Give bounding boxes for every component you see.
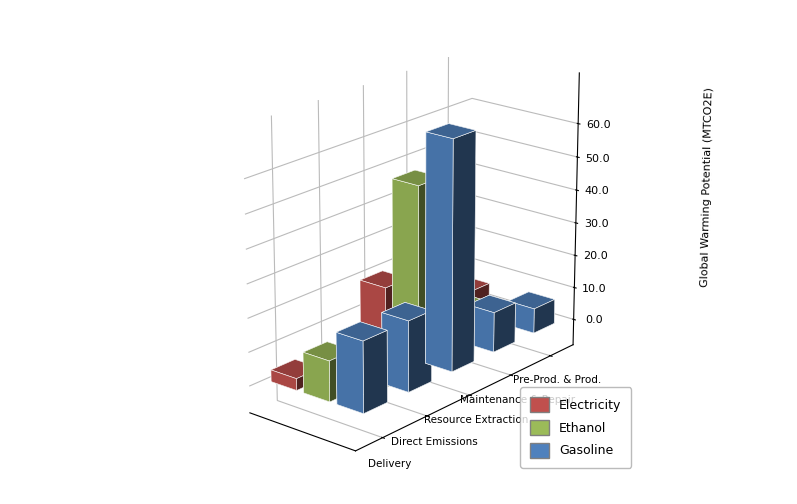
Legend: Electricity, Ethanol, Gasoline: Electricity, Ethanol, Gasoline — [520, 387, 631, 468]
